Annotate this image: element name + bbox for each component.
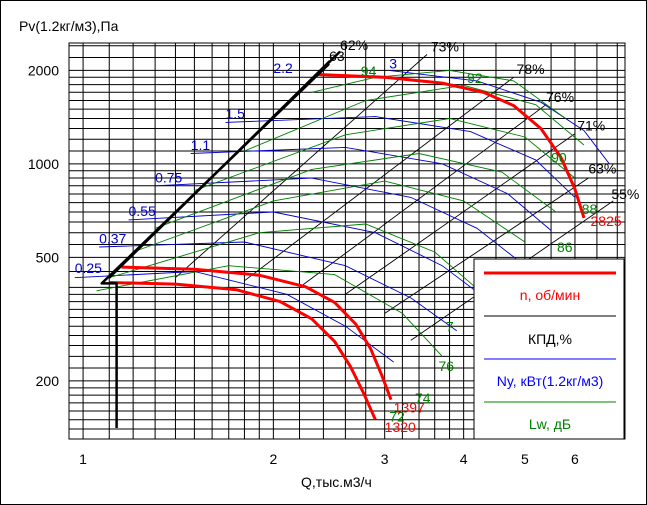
power-label: 0.25 <box>75 260 102 276</box>
efficiency-label: 71% <box>577 118 605 134</box>
x-tick-label: 4 <box>460 451 468 467</box>
power-isoline <box>389 69 610 165</box>
speed-label: 1397 <box>394 400 425 416</box>
y-tick-label: 1000 <box>28 156 59 172</box>
series <box>100 50 586 428</box>
efficiency-label: 62% <box>340 37 368 53</box>
noise-isoline <box>194 118 576 192</box>
speed-curve <box>317 73 586 219</box>
efficiency-isoline <box>299 104 547 288</box>
noise-label: 90 <box>551 150 567 166</box>
y-tick-label: 200 <box>36 373 60 389</box>
legend-label-speed: n, об/мин <box>520 287 580 303</box>
noise-isoline <box>154 153 557 229</box>
efficiency-label: 76% <box>546 89 574 105</box>
noise-label: 92 <box>467 70 483 86</box>
ticks: 1 2 3 4 5 6 2000 1000 500 200 <box>28 62 579 467</box>
power-label: 2.2 <box>273 60 293 76</box>
power-label: 0.75 <box>155 170 182 186</box>
legend-label-efficiency: КПД,% <box>528 331 572 347</box>
efficiency-label: 78% <box>517 61 545 77</box>
x-tick-label: 6 <box>571 451 579 467</box>
power-label: 1.5 <box>225 105 245 121</box>
noise-isoline <box>311 69 566 119</box>
power-isoline <box>225 116 576 198</box>
y-tick-label: 2000 <box>28 62 59 78</box>
y-tick-label: 500 <box>36 249 60 265</box>
speed-label: 2825 <box>591 213 622 229</box>
efficiency-isoline <box>384 177 589 314</box>
noise-label: 72 <box>389 409 405 425</box>
noise-label: 74 <box>415 390 431 406</box>
noise-label: 86 <box>557 239 573 255</box>
noise-isoline <box>244 84 585 152</box>
power-isoline <box>128 211 491 302</box>
efficiency-label: 73% <box>431 39 459 55</box>
power-isoline <box>155 177 526 267</box>
speed-label: 1320 <box>385 419 416 435</box>
power-label: 3 <box>389 55 397 71</box>
efficiency-isoline <box>244 76 514 282</box>
noise-label: 76 <box>439 358 455 374</box>
efficiency-label: 55% <box>611 186 639 202</box>
power-isoline <box>74 271 394 363</box>
legend-label-noise: Lw, дБ <box>529 416 571 432</box>
legend: n, об/мин КПД,% Ny, кВт(1.2кг/м3) Lw, дБ <box>473 258 625 440</box>
legend-box <box>473 258 625 440</box>
efficiency-label: 63 <box>329 48 345 64</box>
legend-label-power: Ny, кВт(1.2кг/м3) <box>497 373 604 389</box>
noise-isoline <box>96 265 443 357</box>
y-axis-label: Pv(1.2кг/м3),Па <box>19 18 119 34</box>
system-line <box>108 50 341 279</box>
efficiency-isoline <box>175 54 428 279</box>
power-label: 1.1 <box>191 137 211 153</box>
noise-isoline <box>109 223 484 295</box>
x-tick-label: 1 <box>79 451 87 467</box>
power-label: 0.37 <box>99 230 126 246</box>
power-isoline <box>99 241 457 332</box>
x-tick-label: 2 <box>269 451 277 467</box>
speed-curve <box>109 281 377 421</box>
curve-labels: 2825 1397 1320 62%63 73% 78%76%71% 63% 55% 2.2 3 1… <box>75 37 640 435</box>
efficiency-label: 63% <box>588 161 616 177</box>
x-tick-label: 5 <box>521 451 529 467</box>
power-isoline <box>190 146 552 231</box>
noise-label: 94 <box>361 63 377 79</box>
noise-isoline <box>132 180 526 253</box>
noise-label: 7 <box>446 319 454 335</box>
noise-label: 88 <box>582 201 598 217</box>
x-axis-label: Q,тыс.м3/ч <box>301 474 372 490</box>
power-label: 0.55 <box>129 203 156 219</box>
x-tick-label: 3 <box>381 451 389 467</box>
speed-curve <box>121 265 393 401</box>
